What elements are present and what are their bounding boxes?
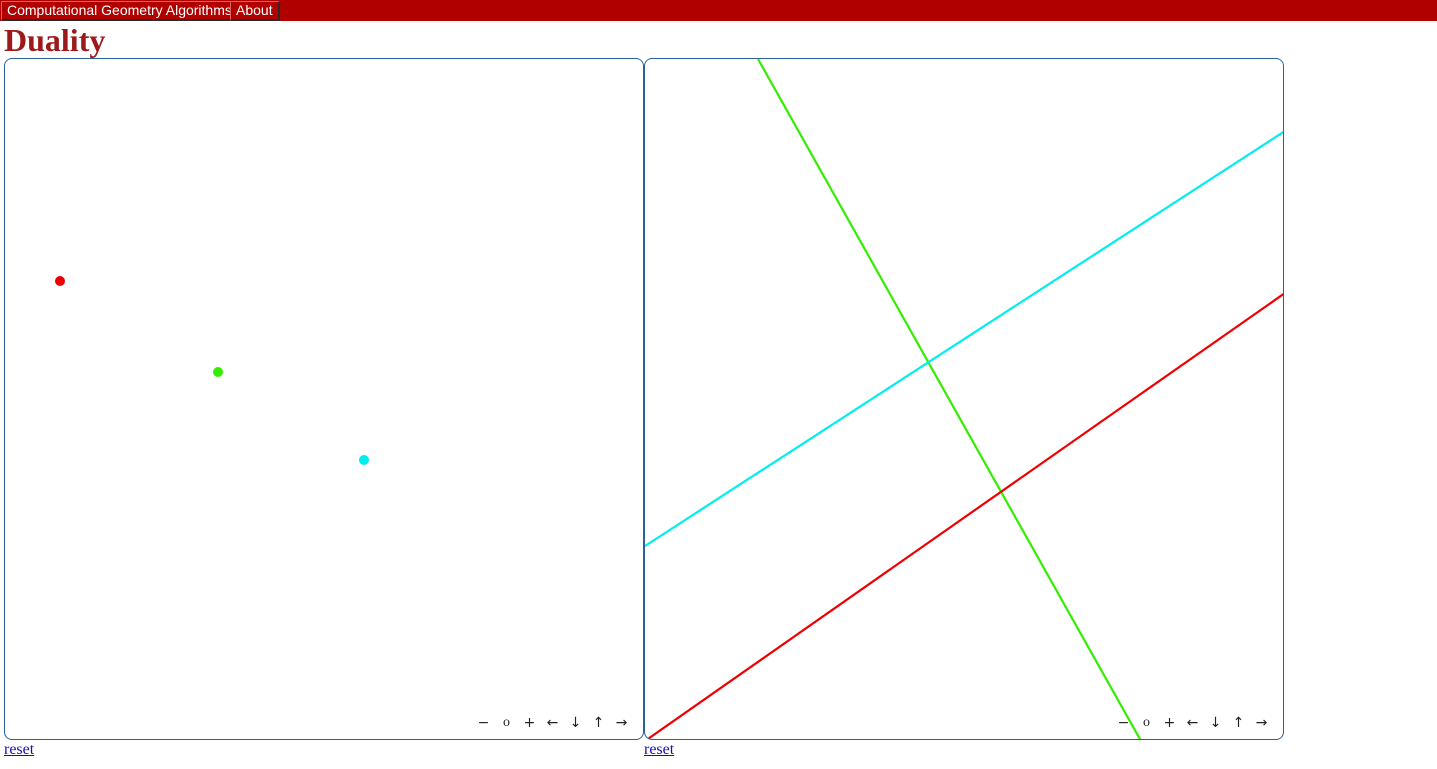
menu-algorithms-button[interactable]: Computational Geometry Algorithms xyxy=(1,1,239,21)
pan-right-button[interactable]: → xyxy=(1255,715,1268,731)
primal-plane-panel[interactable]: − o + ← ↓ ↑ → xyxy=(4,58,644,740)
dual-plane-panel[interactable]: − o + ← ↓ ↑ → xyxy=(644,58,1284,740)
pan-up-button[interactable]: ↑ xyxy=(1232,715,1245,731)
zoom-in-button[interactable]: + xyxy=(1163,715,1176,731)
pan-left-button[interactable]: ← xyxy=(546,715,559,731)
dual-line-red xyxy=(645,293,1283,739)
zoom-out-button[interactable]: − xyxy=(1117,715,1130,731)
pan-right-button[interactable]: → xyxy=(615,715,628,731)
pan-up-button[interactable]: ↑ xyxy=(592,715,605,731)
pan-down-button[interactable]: ↓ xyxy=(1209,715,1222,731)
reset-zoom-button[interactable]: o xyxy=(1143,715,1150,730)
page-title: Duality xyxy=(4,22,106,58)
dual-plane-canvas[interactable] xyxy=(645,59,1284,740)
point-cyan[interactable] xyxy=(359,455,369,465)
dual-line-cyan xyxy=(645,130,1283,547)
primal-view-controls: − o + ← ↓ ↑ → xyxy=(472,713,633,733)
zoom-out-button[interactable]: − xyxy=(477,715,490,731)
zoom-in-button[interactable]: + xyxy=(523,715,536,731)
dual-line-green xyxy=(757,59,1142,739)
menu-about-button[interactable]: About xyxy=(230,1,280,21)
pan-down-button[interactable]: ↓ xyxy=(569,715,582,731)
reset-zoom-button[interactable]: o xyxy=(503,715,510,730)
primal-reset-link[interactable]: reset xyxy=(4,741,35,758)
dual-view-controls: − o + ← ↓ ↑ → xyxy=(1112,713,1273,733)
menu-bar: Computational Geometry Algorithms About xyxy=(0,0,1437,21)
point-red[interactable] xyxy=(55,276,65,286)
point-green[interactable] xyxy=(213,367,223,377)
pan-left-button[interactable]: ← xyxy=(1186,715,1199,731)
primal-plane-canvas[interactable] xyxy=(5,59,644,740)
dual-reset-link[interactable]: reset xyxy=(644,741,675,758)
